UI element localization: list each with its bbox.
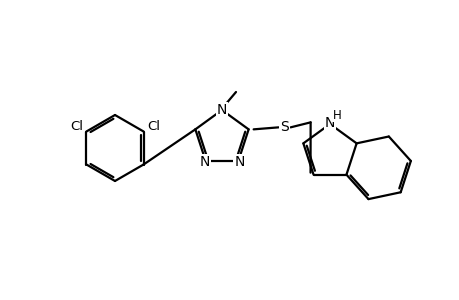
- Text: N: N: [324, 116, 335, 130]
- Text: Cl: Cl: [70, 120, 83, 133]
- Text: N: N: [234, 155, 244, 169]
- Text: H: H: [332, 109, 341, 122]
- Text: N: N: [199, 155, 209, 169]
- Text: N: N: [216, 103, 227, 117]
- Text: Cl: Cl: [147, 120, 160, 133]
- Text: S: S: [280, 120, 288, 134]
